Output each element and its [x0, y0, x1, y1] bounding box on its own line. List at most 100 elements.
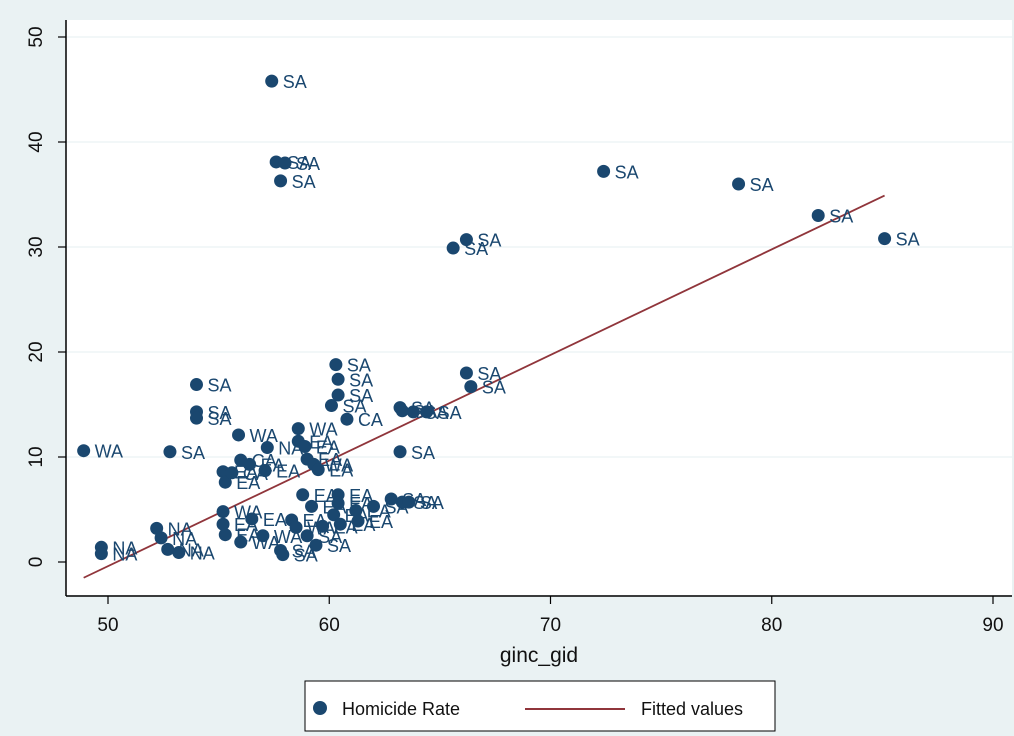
data-point-label-71: SA: [896, 230, 920, 250]
data-point-label-28: SA: [292, 172, 316, 192]
data-point-label-36: EA: [318, 450, 342, 470]
data-point-label-68: SA: [615, 162, 639, 182]
data-point-label-57: SA: [413, 493, 437, 513]
data-point-52: [333, 517, 347, 531]
data-point-61: [406, 405, 420, 419]
data-point-label-33: WA: [309, 420, 337, 440]
data-point-19: [218, 528, 232, 542]
data-point-label-9: SA: [208, 403, 232, 423]
data-point-10: [190, 411, 203, 425]
data-point-label-62: SA: [438, 403, 462, 423]
data-point-label-69: SA: [750, 175, 774, 195]
data-point-38: [311, 463, 325, 477]
data-point-label-7: SA: [181, 443, 205, 463]
data-point-63: [393, 445, 407, 459]
x-tick-label-90: 90: [982, 615, 1003, 636]
legend: Homicide Rate Fitted values: [304, 680, 776, 732]
data-point-label-2: NA: [112, 545, 137, 565]
data-point-label-34: EA: [309, 432, 333, 452]
data-point-41: [300, 529, 314, 543]
data-point-21: [245, 512, 259, 526]
scatter-points-layer: WANANANANANANASASASASAEAEACAWACAEAWAEAEA…: [77, 72, 920, 566]
data-point-17: [216, 505, 230, 519]
data-point-label-44: SA: [347, 356, 371, 376]
data-point-label-67: SA: [482, 378, 506, 398]
data-point-71: [878, 232, 892, 246]
legend-marker-homicide-rate: [313, 701, 327, 715]
data-point-16: [243, 457, 257, 471]
plot-area: [66, 20, 1012, 595]
data-point-label-30: SA: [294, 546, 318, 566]
data-point-6: [172, 546, 186, 560]
data-point-44: [329, 358, 343, 372]
data-point-28: [274, 174, 288, 188]
data-point-47: [324, 399, 338, 413]
data-point-40: [305, 499, 319, 513]
data-point-27: [278, 156, 292, 170]
data-point-46: [331, 388, 345, 402]
data-point-label-14: WA: [250, 426, 278, 446]
data-point-label-25: SA: [283, 72, 307, 92]
data-point-54: [351, 514, 365, 528]
data-point-25: [265, 74, 279, 88]
data-point-label-6: NA: [190, 544, 215, 564]
data-point-label-66: SA: [477, 364, 501, 384]
data-point-45: [331, 372, 345, 386]
data-point-60: [395, 404, 409, 418]
data-point-label-42: SA: [327, 536, 351, 556]
data-point-23: [260, 441, 274, 455]
data-point-18: [216, 517, 230, 531]
data-point-13: [225, 466, 239, 480]
data-point-12: [218, 475, 232, 489]
data-point-label-48: CA: [358, 410, 383, 430]
data-point-label-46: SA: [349, 386, 373, 406]
data-point-label-15: CA: [252, 451, 277, 471]
data-point-label-24: EA: [276, 462, 300, 482]
data-point-label-1: NA: [112, 538, 137, 558]
data-point-33: [291, 422, 305, 436]
data-point-56: [384, 492, 398, 506]
data-point-24: [258, 464, 272, 478]
data-point-58: [402, 495, 416, 509]
data-point-20: [234, 535, 248, 549]
data-point-43: [316, 519, 330, 533]
data-point-label-5: NA: [179, 540, 204, 560]
data-point-35: [298, 440, 312, 453]
data-point-label-35: EA: [316, 438, 340, 458]
data-point-64: [446, 241, 460, 255]
legend-label-homicide-rate: Homicide Rate: [342, 699, 460, 719]
y-tick-label-50: 50: [26, 26, 47, 47]
legend-label-fitted-values: Fitted values: [641, 699, 743, 719]
data-point-label-54: EA: [369, 512, 393, 532]
y-axis-ticks: 0 10 20 30 40 50: [26, 26, 66, 567]
data-point-8: [190, 378, 203, 392]
y-tick-label-30: 30: [26, 236, 47, 257]
data-point-69: [732, 177, 746, 191]
grid-lines: [66, 36, 1012, 458]
data-point-30: [276, 548, 290, 562]
y-tick-label-10: 10: [26, 446, 47, 467]
data-point-label-12: EA: [236, 473, 260, 493]
data-point-label-49: EA: [349, 486, 373, 506]
x-tick-label-80: 80: [761, 615, 782, 636]
data-point-label-21: EA: [263, 510, 287, 530]
data-point-label-65: SA: [477, 231, 501, 251]
y-tick-label-40: 40: [26, 131, 47, 152]
data-point-32: [289, 520, 303, 534]
x-tick-label-50: 50: [97, 615, 118, 636]
data-point-label-70: SA: [829, 207, 853, 227]
x-axis-title: ginc_gid: [500, 644, 578, 667]
data-point-51: [327, 508, 341, 522]
data-point-4: [154, 531, 168, 545]
data-point-62: [420, 405, 434, 419]
data-point-label-8: SA: [208, 376, 232, 396]
data-point-7: [163, 445, 177, 459]
data-point-53: [349, 504, 363, 518]
data-point-label-29: SA: [292, 541, 316, 561]
data-point-5: [161, 542, 175, 556]
data-point-55: [367, 499, 380, 513]
data-point-70: [811, 209, 825, 222]
data-point-label-27: SA: [296, 154, 320, 174]
data-point-label-47: SA: [342, 397, 366, 417]
